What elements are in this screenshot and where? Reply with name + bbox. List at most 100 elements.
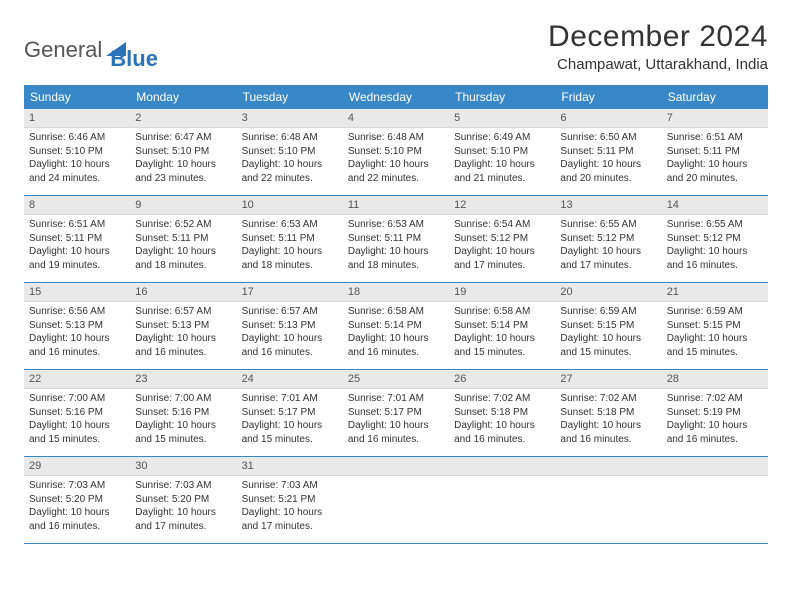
day-number: 2 (130, 109, 236, 128)
sunset-text: Sunset: 5:11 PM (560, 145, 656, 159)
day-cell: 30Sunrise: 7:03 AMSunset: 5:20 PMDayligh… (130, 457, 236, 543)
dow-saturday: Saturday (662, 85, 768, 109)
sunset-text: Sunset: 5:14 PM (454, 319, 550, 333)
week-row: 29Sunrise: 7:03 AMSunset: 5:20 PMDayligh… (24, 457, 768, 544)
sunrise-text: Sunrise: 6:48 AM (348, 131, 444, 145)
daylight-text: Daylight: 10 hours and 16 minutes. (135, 332, 231, 359)
sunrise-text: Sunrise: 6:48 AM (242, 131, 338, 145)
daylight-text: Daylight: 10 hours and 20 minutes. (667, 158, 763, 185)
day-body: Sunrise: 6:58 AMSunset: 5:14 PMDaylight:… (343, 302, 449, 364)
sunrise-text: Sunrise: 7:02 AM (667, 392, 763, 406)
sunrise-text: Sunrise: 6:57 AM (242, 305, 338, 319)
sunset-text: Sunset: 5:10 PM (454, 145, 550, 159)
sunset-text: Sunset: 5:13 PM (242, 319, 338, 333)
day-cell-empty (449, 457, 555, 543)
sunrise-text: Sunrise: 6:49 AM (454, 131, 550, 145)
day-number: 23 (130, 370, 236, 389)
day-body: Sunrise: 6:51 AMSunset: 5:11 PMDaylight:… (662, 128, 768, 190)
day-body: Sunrise: 6:59 AMSunset: 5:15 PMDaylight:… (555, 302, 661, 364)
sunset-text: Sunset: 5:17 PM (242, 406, 338, 420)
daylight-text: Daylight: 10 hours and 16 minutes. (29, 332, 125, 359)
day-cell-empty (343, 457, 449, 543)
day-cell: 27Sunrise: 7:02 AMSunset: 5:18 PMDayligh… (555, 370, 661, 456)
calendar: Sunday Monday Tuesday Wednesday Thursday… (24, 85, 768, 544)
sunset-text: Sunset: 5:12 PM (667, 232, 763, 246)
sunrise-text: Sunrise: 6:58 AM (454, 305, 550, 319)
sunrise-text: Sunrise: 7:03 AM (242, 479, 338, 493)
daylight-text: Daylight: 10 hours and 22 minutes. (348, 158, 444, 185)
day-body (449, 476, 555, 536)
day-cell: 11Sunrise: 6:53 AMSunset: 5:11 PMDayligh… (343, 196, 449, 282)
dow-header-row: Sunday Monday Tuesday Wednesday Thursday… (24, 85, 768, 109)
sunset-text: Sunset: 5:17 PM (348, 406, 444, 420)
day-number: 10 (237, 196, 343, 215)
day-body: Sunrise: 7:00 AMSunset: 5:16 PMDaylight:… (24, 389, 130, 451)
day-body: Sunrise: 6:46 AMSunset: 5:10 PMDaylight:… (24, 128, 130, 190)
daylight-text: Daylight: 10 hours and 20 minutes. (560, 158, 656, 185)
day-cell: 9Sunrise: 6:52 AMSunset: 5:11 PMDaylight… (130, 196, 236, 282)
day-cell: 21Sunrise: 6:59 AMSunset: 5:15 PMDayligh… (662, 283, 768, 369)
daylight-text: Daylight: 10 hours and 16 minutes. (560, 419, 656, 446)
daylight-text: Daylight: 10 hours and 16 minutes. (29, 506, 125, 533)
day-cell: 22Sunrise: 7:00 AMSunset: 5:16 PMDayligh… (24, 370, 130, 456)
sunrise-text: Sunrise: 6:59 AM (560, 305, 656, 319)
daylight-text: Daylight: 10 hours and 16 minutes. (348, 419, 444, 446)
daylight-text: Daylight: 10 hours and 22 minutes. (242, 158, 338, 185)
day-cell: 5Sunrise: 6:49 AMSunset: 5:10 PMDaylight… (449, 109, 555, 195)
header: General Blue December 2024 Champawat, Ut… (24, 20, 768, 73)
sunrise-text: Sunrise: 6:46 AM (29, 131, 125, 145)
day-body: Sunrise: 6:55 AMSunset: 5:12 PMDaylight:… (555, 215, 661, 277)
day-number: 19 (449, 283, 555, 302)
day-number (555, 457, 661, 476)
day-body: Sunrise: 7:03 AMSunset: 5:20 PMDaylight:… (24, 476, 130, 538)
daylight-text: Daylight: 10 hours and 15 minutes. (242, 419, 338, 446)
day-number: 16 (130, 283, 236, 302)
day-cell: 25Sunrise: 7:01 AMSunset: 5:17 PMDayligh… (343, 370, 449, 456)
sunrise-text: Sunrise: 6:55 AM (667, 218, 763, 232)
sunset-text: Sunset: 5:20 PM (135, 493, 231, 507)
daylight-text: Daylight: 10 hours and 16 minutes. (242, 332, 338, 359)
sunrise-text: Sunrise: 6:51 AM (29, 218, 125, 232)
day-body: Sunrise: 7:03 AMSunset: 5:20 PMDaylight:… (130, 476, 236, 538)
day-number: 28 (662, 370, 768, 389)
day-body (343, 476, 449, 536)
sunrise-text: Sunrise: 7:03 AM (29, 479, 125, 493)
day-cell: 17Sunrise: 6:57 AMSunset: 5:13 PMDayligh… (237, 283, 343, 369)
day-cell: 20Sunrise: 6:59 AMSunset: 5:15 PMDayligh… (555, 283, 661, 369)
day-cell: 28Sunrise: 7:02 AMSunset: 5:19 PMDayligh… (662, 370, 768, 456)
day-body: Sunrise: 7:00 AMSunset: 5:16 PMDaylight:… (130, 389, 236, 451)
day-body: Sunrise: 6:47 AMSunset: 5:10 PMDaylight:… (130, 128, 236, 190)
day-body: Sunrise: 6:51 AMSunset: 5:11 PMDaylight:… (24, 215, 130, 277)
day-body: Sunrise: 6:57 AMSunset: 5:13 PMDaylight:… (130, 302, 236, 364)
day-cell: 26Sunrise: 7:02 AMSunset: 5:18 PMDayligh… (449, 370, 555, 456)
sunset-text: Sunset: 5:15 PM (560, 319, 656, 333)
sunset-text: Sunset: 5:11 PM (29, 232, 125, 246)
daylight-text: Daylight: 10 hours and 19 minutes. (29, 245, 125, 272)
title-block: December 2024 Champawat, Uttarakhand, In… (548, 20, 768, 73)
day-body: Sunrise: 6:55 AMSunset: 5:12 PMDaylight:… (662, 215, 768, 277)
day-number: 25 (343, 370, 449, 389)
daylight-text: Daylight: 10 hours and 15 minutes. (560, 332, 656, 359)
day-cell: 18Sunrise: 6:58 AMSunset: 5:14 PMDayligh… (343, 283, 449, 369)
day-cell: 4Sunrise: 6:48 AMSunset: 5:10 PMDaylight… (343, 109, 449, 195)
sunrise-text: Sunrise: 7:01 AM (242, 392, 338, 406)
day-body: Sunrise: 6:54 AMSunset: 5:12 PMDaylight:… (449, 215, 555, 277)
day-number (343, 457, 449, 476)
dow-thursday: Thursday (449, 85, 555, 109)
sunset-text: Sunset: 5:11 PM (242, 232, 338, 246)
day-cell: 19Sunrise: 6:58 AMSunset: 5:14 PMDayligh… (449, 283, 555, 369)
day-number: 6 (555, 109, 661, 128)
sunrise-text: Sunrise: 6:58 AM (348, 305, 444, 319)
day-body (555, 476, 661, 536)
sunrise-text: Sunrise: 6:57 AM (135, 305, 231, 319)
daylight-text: Daylight: 10 hours and 16 minutes. (454, 419, 550, 446)
day-body: Sunrise: 7:01 AMSunset: 5:17 PMDaylight:… (237, 389, 343, 451)
sunset-text: Sunset: 5:10 PM (29, 145, 125, 159)
sunrise-text: Sunrise: 6:55 AM (560, 218, 656, 232)
day-number (449, 457, 555, 476)
day-body: Sunrise: 7:03 AMSunset: 5:21 PMDaylight:… (237, 476, 343, 538)
location-text: Champawat, Uttarakhand, India (548, 56, 768, 73)
month-title: December 2024 (548, 20, 768, 54)
day-number: 21 (662, 283, 768, 302)
day-body: Sunrise: 6:59 AMSunset: 5:15 PMDaylight:… (662, 302, 768, 364)
